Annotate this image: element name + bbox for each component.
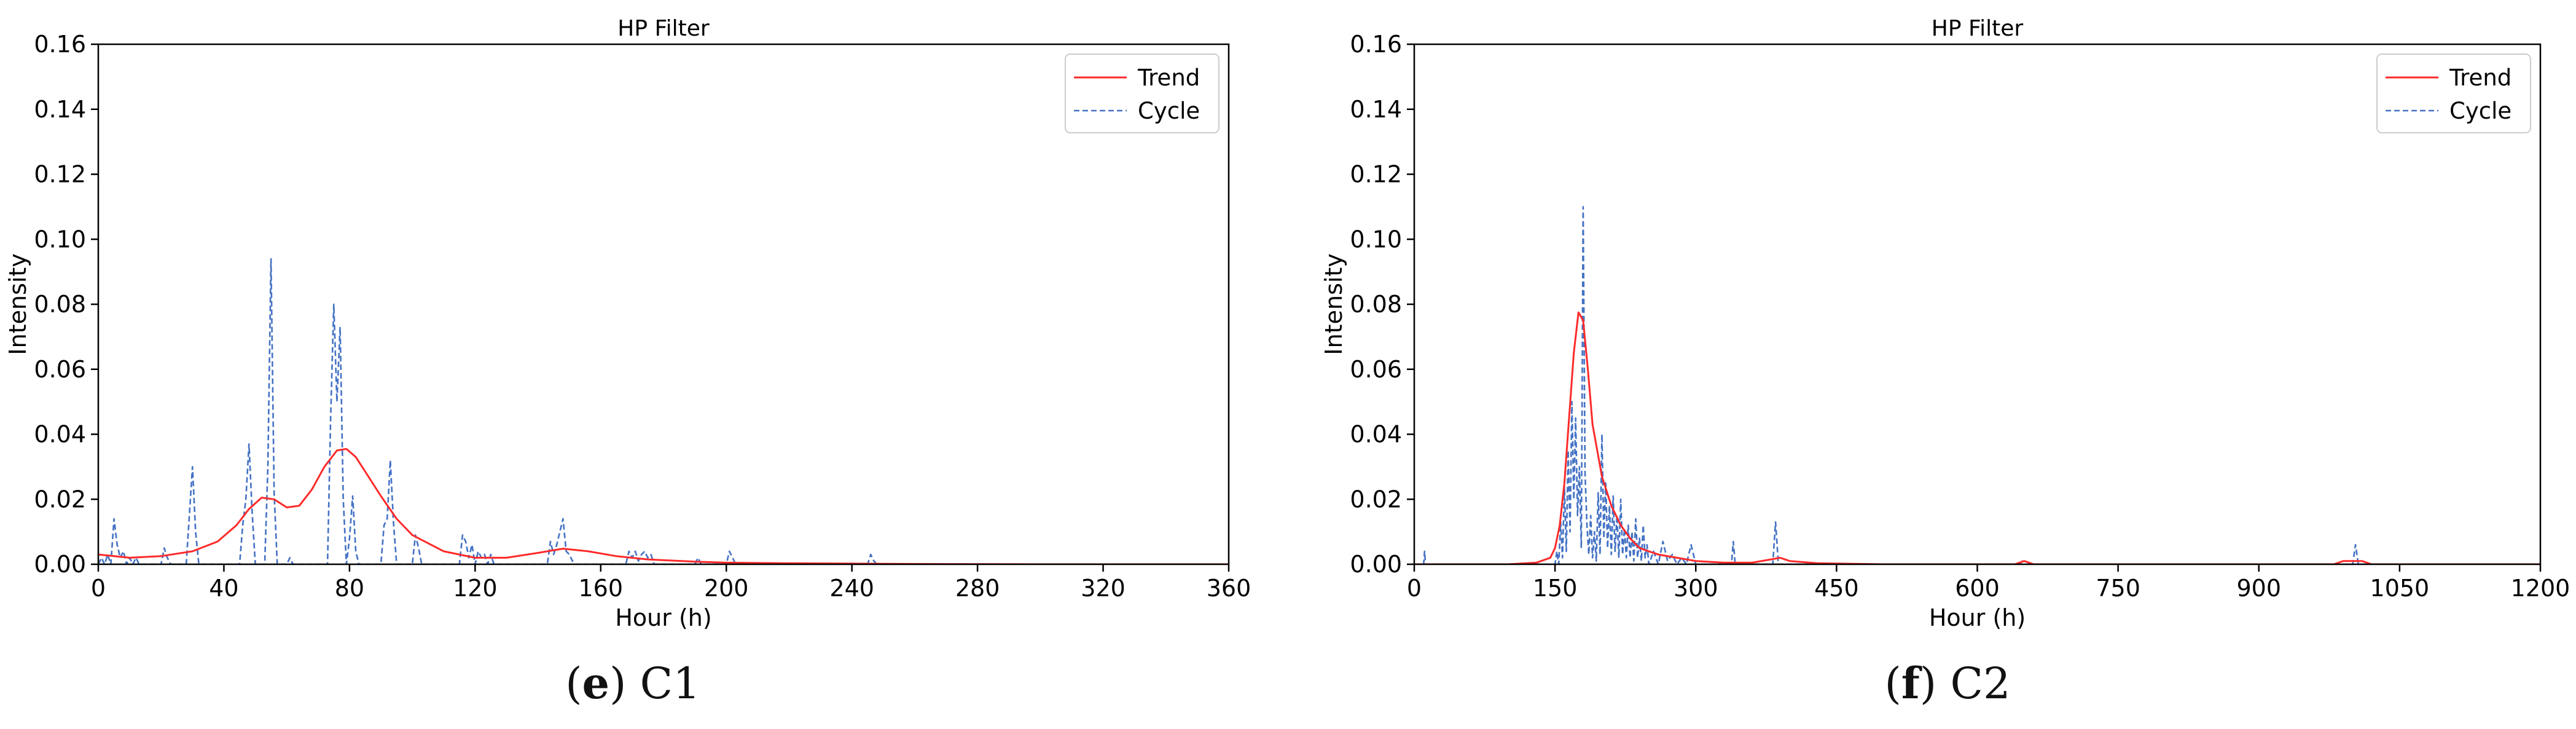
- legend-label-trend: Trend: [1137, 65, 1200, 91]
- x-tick-label: 240: [829, 575, 874, 602]
- x-axis-label: Hour (h): [615, 604, 711, 631]
- chart-1: 0 40 80 120 160 200 240 280 320 360 0.00 0.02 0.04 0.…: [4, 16, 1251, 631]
- y-tick-label: 0.02: [1350, 486, 1402, 513]
- x-tick-label: 200: [704, 575, 749, 602]
- series-line-cycle: [98, 258, 1229, 564]
- legend: Trend Cycle: [1065, 53, 1219, 133]
- legend-box: [1065, 53, 1219, 133]
- caption-f-text: C2: [1950, 658, 2011, 709]
- x-tick-label: 0: [91, 575, 106, 602]
- x-tick-label: 80: [335, 575, 364, 602]
- legend-label-cycle: Cycle: [2449, 98, 2511, 124]
- x-tick-label: 300: [1674, 575, 1718, 602]
- y-tick-label: 0.14: [34, 96, 86, 123]
- legend-label-cycle: Cycle: [1138, 98, 1200, 124]
- x-tick-label: 600: [1955, 575, 2000, 602]
- x-tick-label: 160: [579, 575, 624, 602]
- y-tick-label: 0.00: [1350, 551, 1402, 578]
- y-tick-label: 0.00: [34, 551, 86, 578]
- y-tick-label: 0.04: [1350, 421, 1402, 448]
- caption-e-text: C1: [640, 658, 700, 709]
- chart-title: HP Filter: [617, 16, 710, 41]
- y-tick-label: 0.06: [34, 356, 86, 383]
- y-tick-label: 0.12: [34, 161, 86, 188]
- y-tick-label: 0.08: [34, 291, 86, 318]
- caption-e: (e) C1: [565, 658, 700, 709]
- y-tick-label: 0.12: [1350, 161, 1402, 188]
- y-tick-label: 0.14: [1350, 96, 1402, 123]
- legend: Trend Cycle: [2376, 53, 2531, 133]
- x-tick-label: 750: [2096, 575, 2140, 602]
- y-axis-label: Intensity: [1320, 253, 1347, 355]
- x-tick-label: 450: [1814, 575, 1859, 602]
- legend-box: [2376, 53, 2531, 133]
- y-tick-label: 0.02: [34, 486, 86, 513]
- x-tick-label: 280: [955, 575, 1000, 602]
- series-line-trend: [98, 447, 1229, 564]
- y-tick-label: 0.10: [1350, 226, 1402, 253]
- plot-area: [98, 258, 1229, 564]
- x-tick-label: 120: [453, 575, 498, 602]
- caption-f: (f) C2: [1884, 658, 2011, 709]
- x-tick-label: 1050: [2370, 575, 2430, 602]
- x-tick-label: 150: [1533, 575, 1578, 602]
- caption-f-letter: f: [1901, 658, 1920, 709]
- plot-area: [1414, 206, 2540, 564]
- x-tick-label: 0: [1407, 575, 1422, 602]
- x-tick-label: 40: [209, 575, 238, 602]
- caption-e-letter: e: [582, 658, 610, 709]
- x-tick-label: 360: [1207, 575, 1251, 602]
- series-line-trend: [1414, 311, 2540, 564]
- chart-title: HP Filter: [1932, 16, 2024, 41]
- x-tick-label: 320: [1081, 575, 1126, 602]
- x-axis-label: Hour (h): [1929, 604, 2026, 631]
- legend-label-trend: Trend: [2449, 65, 2511, 91]
- y-axis-label: Intensity: [4, 253, 31, 355]
- y-tick-label: 0.04: [34, 421, 86, 448]
- y-tick-label: 0.06: [1350, 356, 1402, 383]
- series-line-cycle: [1414, 206, 2540, 564]
- y-tick-label: 0.08: [1350, 291, 1402, 318]
- y-tick-label: 0.10: [34, 226, 86, 253]
- chart-2: 0 150 300 450 600 750 900 1050 1200 0.00 0.02 0.04 0…: [1320, 16, 2570, 631]
- x-tick-label: 1200: [2511, 575, 2570, 602]
- y-tick-label: 0.16: [1350, 31, 1402, 58]
- y-tick-label: 0.16: [34, 31, 86, 58]
- x-tick-label: 900: [2236, 575, 2281, 602]
